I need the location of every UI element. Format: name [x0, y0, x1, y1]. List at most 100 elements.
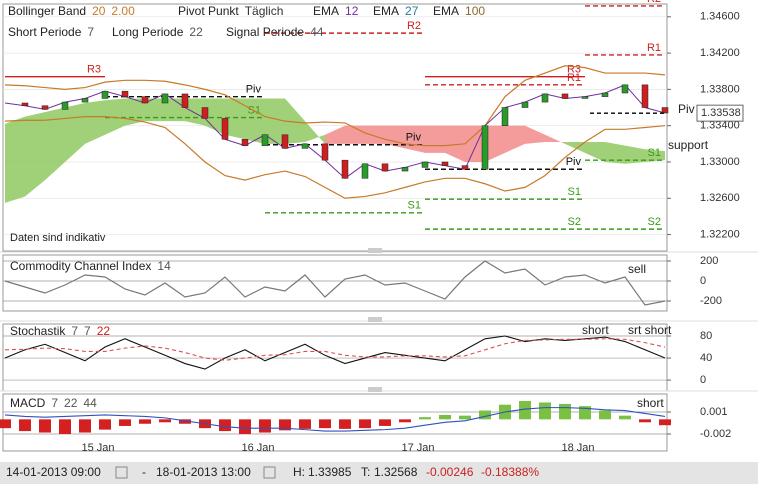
candle — [501, 107, 509, 126]
panel-title: Commodity Channel Index — [10, 259, 151, 273]
pivot-label: R1 — [647, 42, 661, 54]
candle — [61, 101, 69, 110]
y-tick-label: 1.33400 — [700, 120, 740, 132]
macd-bar — [579, 406, 591, 420]
macd-bar — [139, 419, 151, 424]
panel-frame — [2, 254, 668, 312]
legend-param: 7 — [87, 25, 94, 39]
cloud-segment — [565, 142, 585, 153]
stoch-note: srt short — [628, 323, 672, 337]
y-tick-label: -0.002 — [700, 428, 731, 440]
macd-bar — [219, 419, 231, 432]
candle — [301, 143, 309, 149]
panel-title: MACD — [10, 396, 46, 410]
cloud-segment — [505, 125, 525, 153]
panel-param: 7 — [84, 324, 91, 338]
y-tick-label: 1.32600 — [700, 192, 740, 204]
candle — [201, 107, 209, 119]
pivot-label: R2 — [647, 0, 661, 5]
legend-param: 12 — [345, 4, 359, 18]
candle — [221, 118, 229, 140]
macd-bar — [239, 419, 251, 435]
macd-bar — [179, 419, 191, 424]
macd-bar — [599, 410, 611, 420]
stoch-line — [4, 338, 666, 361]
cloud-segment — [605, 142, 625, 164]
cloud-segment — [445, 125, 465, 162]
panel-param: 22 — [97, 324, 111, 338]
last-price-box — [696, 104, 744, 122]
pivot-label: Piv — [246, 84, 262, 96]
candle — [261, 134, 269, 146]
candle — [421, 161, 429, 168]
y-tick-label: 200 — [700, 255, 718, 267]
cci-line — [4, 260, 666, 306]
macd-bar — [339, 419, 351, 429]
y-tick-label: 1.33000 — [700, 156, 740, 168]
macd-bar — [279, 419, 291, 431]
panel-param: 7 — [71, 324, 78, 338]
candle — [181, 93, 189, 108]
candle — [641, 84, 649, 108]
candle — [601, 92, 609, 97]
calendar-icon[interactable] — [115, 466, 128, 479]
cloud-segment — [325, 125, 345, 144]
macd-bar — [259, 419, 271, 433]
macd-bar — [539, 402, 551, 420]
cloud-segment — [405, 125, 425, 153]
pivot-label: Piv — [566, 156, 582, 168]
macd-bar — [419, 417, 431, 420]
candle — [241, 139, 249, 146]
candle — [561, 93, 569, 99]
macd-bar — [299, 419, 311, 429]
resize-grip[interactable] — [368, 387, 382, 392]
candle — [461, 165, 469, 170]
start-date: 14-01-2013 09:00 — [6, 465, 101, 479]
macd-bar — [39, 419, 51, 433]
macd-bar — [519, 401, 531, 420]
resize-grip[interactable] — [368, 317, 382, 322]
calendar-icon[interactable] — [263, 466, 276, 479]
bollinger-band — [4, 116, 666, 199]
legend-param: 27 — [405, 4, 419, 18]
candle — [381, 163, 389, 172]
cci-note: sell — [628, 262, 646, 276]
x-tick-label: 18 Jan — [561, 442, 594, 454]
y-tick-label: 0 — [700, 275, 706, 287]
candle — [661, 107, 669, 114]
low-value: 1.32568 — [374, 465, 418, 479]
candle — [441, 161, 449, 166]
legend-param: Täglich — [245, 4, 284, 18]
piv-note: Piv — [678, 102, 695, 116]
resize-grip[interactable] — [368, 248, 382, 253]
candle — [161, 93, 169, 104]
cloud-segment — [245, 98, 265, 144]
footer-bar — [0, 462, 758, 484]
macd-bar — [379, 419, 391, 426]
cloud-segment — [285, 98, 305, 144]
cloud-segment — [645, 149, 665, 162]
cloud-segment — [5, 116, 25, 203]
macd-bar — [439, 414, 451, 420]
pivot-label: S1 — [568, 186, 581, 198]
legend-label: EMA — [313, 4, 339, 18]
candle — [321, 143, 329, 161]
candle — [541, 93, 549, 103]
legend-label: Bollinger Band — [8, 4, 86, 18]
candle — [21, 102, 29, 106]
candle — [361, 163, 369, 179]
pivot-label: Piv — [406, 132, 422, 144]
cloud-segment — [425, 125, 445, 153]
cloud-segment — [625, 145, 645, 164]
low-label: T: — [361, 465, 370, 479]
legend-param: 22 — [189, 25, 203, 39]
legend-label: Short Periode — [8, 25, 82, 39]
x-tick-label: 15 Jan — [81, 442, 114, 454]
pivot-label: R1 — [567, 72, 581, 84]
macd-bar — [0, 419, 11, 429]
end-date: 18-01-2013 13:00 — [156, 465, 251, 479]
macd-bar — [459, 415, 471, 420]
stoch-note: short — [582, 323, 609, 337]
